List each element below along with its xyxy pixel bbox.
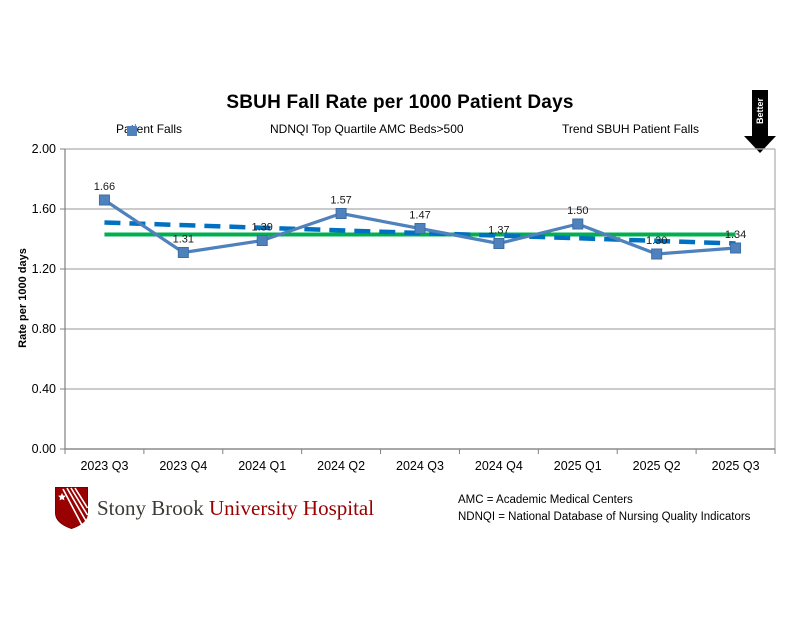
data-marker — [335, 208, 347, 219]
logo-text-university-hospital: University Hospital — [209, 495, 375, 520]
y-tick-label: 1.20 — [32, 262, 56, 276]
data-point-label: 1.39 — [252, 222, 273, 234]
x-tick-label: 2023 Q3 — [80, 459, 128, 473]
x-tick-label: 2023 Q4 — [159, 459, 207, 473]
footnotes: AMC = Academic Medical Centers NDNQI = N… — [458, 492, 750, 526]
data-marker — [98, 194, 110, 206]
legend-item-ndnqi-top-quartile: NDNQI Top Quartile AMC Beds>500 — [267, 121, 464, 137]
legend-item-trend: Trend SBUH Patient Falls — [541, 121, 699, 137]
x-tick-label: 2025 Q2 — [633, 459, 681, 473]
legend-label: Trend SBUH Patient Falls — [562, 122, 699, 136]
logo-wordmark: Stony Brook University Hospital — [97, 496, 374, 521]
data-marker — [730, 242, 742, 254]
x-tick-label: 2025 Q1 — [554, 459, 602, 473]
legend-label: NDNQI Top Quartile AMC Beds>500 — [270, 122, 464, 136]
y-tick-label: 1.60 — [32, 202, 56, 216]
legend-item-patient-falls: Patient Falls — [113, 121, 182, 137]
data-marker — [572, 218, 584, 230]
chart-title: SBUH Fall Rate per 1000 Patient Days — [226, 92, 574, 113]
footnote-amc: AMC = Academic Medical Centers — [458, 494, 633, 506]
data-marker — [256, 235, 268, 246]
data-point-label: 1.47 — [409, 210, 430, 222]
data-marker — [414, 223, 426, 234]
stony-brook-shield-icon — [55, 487, 88, 529]
data-point-label: 1.57 — [330, 195, 351, 207]
x-tick-label: 2025 Q3 — [712, 459, 760, 473]
data-point-label: 1.31 — [173, 234, 194, 246]
stony-brook-logo: Stony Brook University Hospital — [55, 487, 374, 529]
data-marker — [651, 248, 663, 260]
logo-text-stony-brook: Stony Brook — [97, 495, 204, 520]
y-tick-label: 0.40 — [32, 382, 56, 396]
data-point-label: 1.37 — [488, 225, 509, 237]
y-tick-label: 0.80 — [32, 322, 56, 336]
arrow-shaft — [752, 90, 768, 137]
data-point-label: 1.30 — [646, 235, 667, 247]
data-marker — [177, 247, 189, 258]
footnote-ndnqi: NDNQI = National Database of Nursing Qua… — [458, 511, 751, 523]
y-tick-label: 0.00 — [32, 442, 56, 456]
y-tick-label: 2.00 — [32, 142, 56, 156]
x-tick-label: 2024 Q1 — [238, 459, 286, 473]
data-marker — [493, 238, 505, 249]
x-tick-label: 2024 Q3 — [396, 459, 444, 473]
data-point-label: 1.34 — [725, 229, 746, 241]
x-tick-label: 2024 Q4 — [475, 459, 523, 473]
data-point-label: 1.50 — [567, 205, 588, 217]
data-point-label: 1.66 — [94, 181, 115, 193]
x-tick-label: 2024 Q2 — [317, 459, 365, 473]
